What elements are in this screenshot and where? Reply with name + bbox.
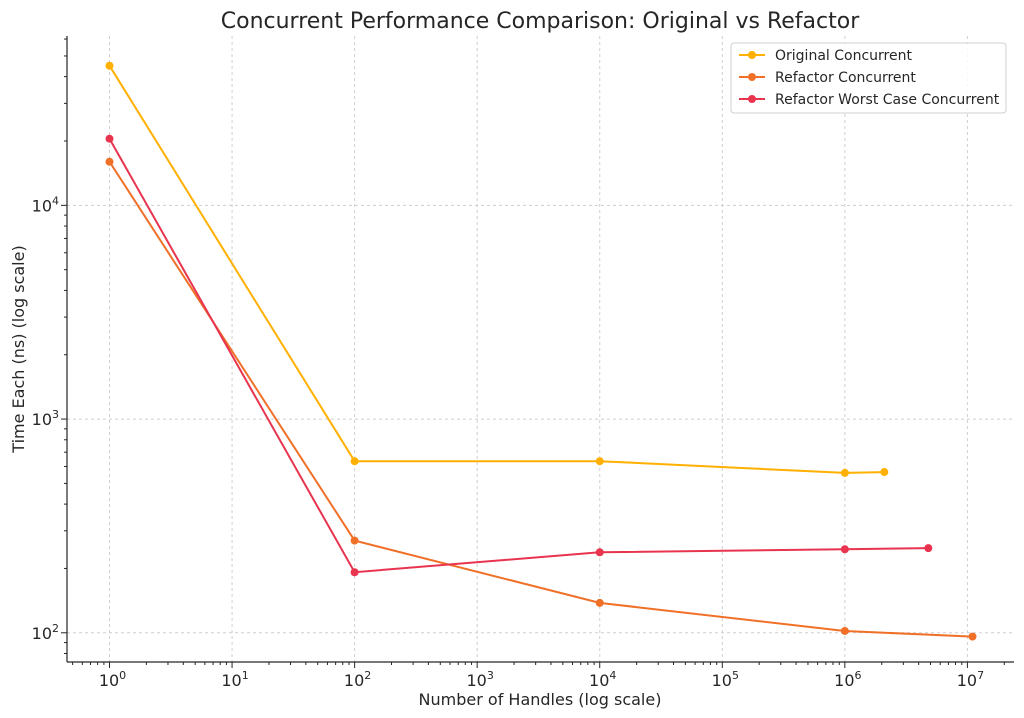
x-tick-label: 106 bbox=[834, 669, 861, 690]
legend-label: Refactor Concurrent bbox=[775, 70, 916, 86]
x-tick-label: 105 bbox=[712, 669, 739, 690]
x-tick-label: 107 bbox=[957, 669, 984, 690]
plot-series bbox=[105, 61, 977, 641]
legend-marker bbox=[748, 51, 756, 59]
data-point bbox=[595, 598, 604, 607]
x-axis-label: Number of Handles (log scale) bbox=[419, 690, 662, 709]
x-tick-label: 102 bbox=[344, 669, 371, 690]
axes: 100 101 102 103 104 105 106 107 102 103 104 bbox=[32, 36, 1014, 690]
data-point bbox=[840, 545, 849, 554]
data-point bbox=[595, 457, 604, 466]
data-point bbox=[840, 468, 849, 477]
legend: Original Concurrent Refactor Concurrent Re… bbox=[730, 42, 1007, 114]
data-point bbox=[840, 626, 849, 635]
y-tick-label: 104 bbox=[32, 194, 59, 215]
data-point bbox=[105, 157, 114, 166]
chart-title: Concurrent Performance Comparison: Origi… bbox=[221, 9, 860, 34]
series-line bbox=[108, 65, 885, 474]
y-axis-label: Time Each (ns) (log scale) bbox=[9, 245, 28, 453]
series-line bbox=[108, 138, 929, 574]
legend-box bbox=[730, 42, 1007, 114]
x-tick-label: 100 bbox=[99, 669, 126, 690]
y-tick-label: 103 bbox=[32, 408, 59, 429]
data-point bbox=[105, 61, 114, 70]
data-point bbox=[350, 536, 359, 545]
series-3 bbox=[105, 134, 933, 577]
data-point bbox=[105, 134, 114, 143]
legend-marker bbox=[748, 95, 756, 103]
data-point bbox=[595, 548, 604, 557]
legend-label: Original Concurrent bbox=[775, 48, 912, 64]
legend-marker bbox=[748, 73, 756, 81]
legend-label: Refactor Worst Case Concurrent bbox=[775, 92, 1000, 108]
series-1 bbox=[105, 61, 889, 477]
data-point bbox=[924, 544, 933, 553]
x-tick-label: 103 bbox=[466, 669, 493, 690]
series-line bbox=[108, 161, 973, 638]
data-point bbox=[968, 632, 977, 641]
x-tick-label: 101 bbox=[221, 669, 248, 690]
data-point bbox=[350, 457, 359, 466]
y-tick-label: 102 bbox=[32, 622, 59, 643]
x-tick-label: 104 bbox=[589, 669, 616, 690]
grid bbox=[67, 36, 1014, 662]
series-2 bbox=[105, 157, 977, 641]
data-point bbox=[350, 568, 359, 577]
data-point bbox=[880, 468, 889, 477]
